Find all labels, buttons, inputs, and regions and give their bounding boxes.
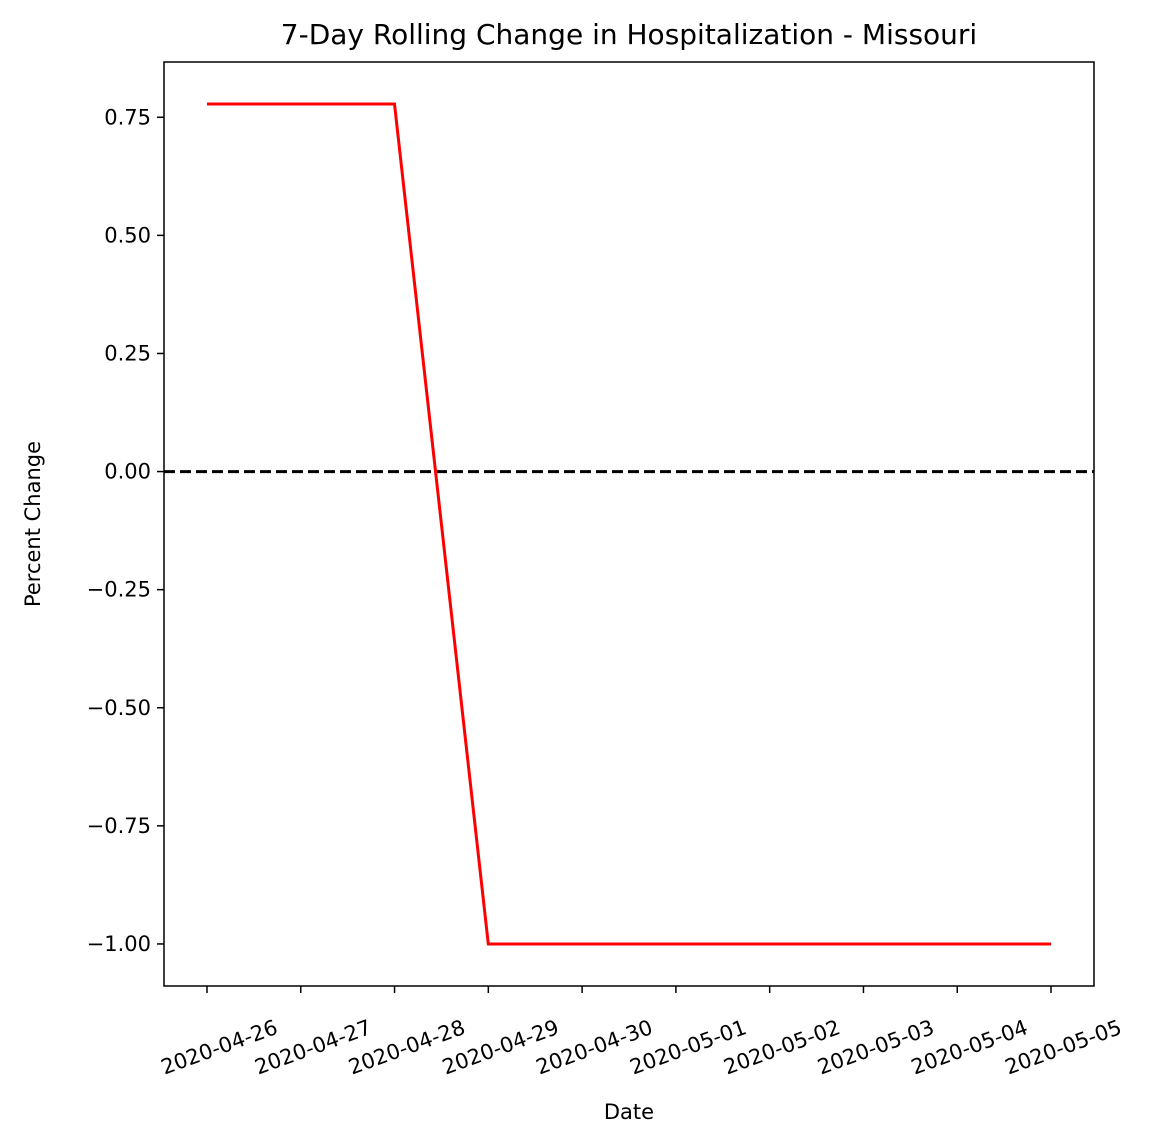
y-tick-label: −1.00 xyxy=(87,932,151,956)
y-axis: 0.75 0.50 0.25 0.00 −0.25 −0.50 −0.75 −1.00 xyxy=(87,105,164,956)
y-tick-label: 0.00 xyxy=(104,460,151,484)
series-line-0 xyxy=(207,102,1051,946)
y-tick-label: −0.50 xyxy=(87,696,151,720)
y-tick-label: −0.25 xyxy=(87,578,151,602)
chart-title: 7-Day Rolling Change in Hospitalization … xyxy=(281,18,977,51)
y-tick-label: 0.25 xyxy=(104,341,151,365)
y-tick-label: 0.50 xyxy=(104,223,151,247)
y-tick-label: 0.75 xyxy=(104,105,151,129)
x-axis-label: Date xyxy=(604,1100,654,1124)
plot-area xyxy=(164,102,1094,946)
y-axis-label: Percent Change xyxy=(21,441,45,607)
plot-frame xyxy=(163,61,1095,987)
y-tick-label: −0.75 xyxy=(87,814,151,838)
